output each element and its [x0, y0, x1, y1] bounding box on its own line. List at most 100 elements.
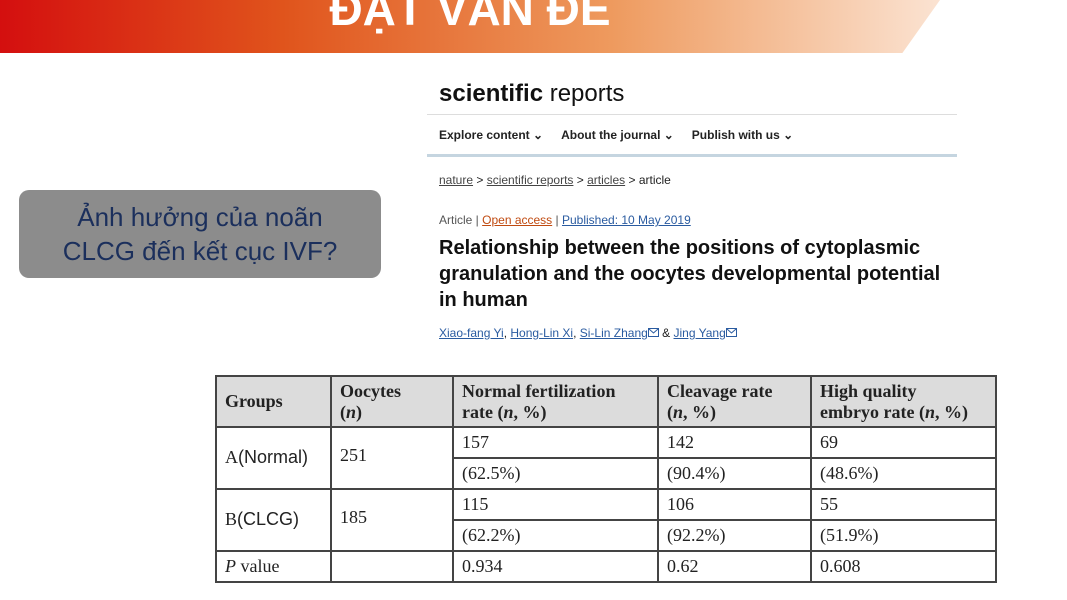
header-cell: Groups	[215, 375, 332, 428]
question-line: CLCG đến kết cục IVF?	[62, 236, 338, 266]
header-row: Groups Oocytes (n) Normal fertilization rate…	[215, 375, 997, 428]
nav-item[interactable]: About the journal ⌄	[561, 128, 674, 142]
article-type: Article	[439, 213, 473, 227]
oocytes: 251	[340, 445, 367, 465]
rate: (62.5%)	[462, 463, 521, 483]
divider	[427, 154, 957, 157]
article-title: Relationship between the positions of cy…	[439, 237, 941, 311]
header-text: embryo rate (	[820, 401, 925, 422]
author[interactable]: Xiao-fang Yi	[439, 326, 504, 340]
crumb[interactable]: scientific reports	[486, 173, 574, 187]
rate-cell: (51.9%)	[810, 519, 997, 552]
oocytes-cell: 251	[330, 426, 454, 490]
empty-cell	[330, 550, 454, 583]
count: 157	[462, 432, 489, 452]
brand-bold: scientific	[439, 80, 544, 107]
group-name: A	[225, 447, 238, 467]
header-text: (	[340, 401, 346, 422]
group-cell: A(Normal)	[215, 426, 332, 490]
rate: (62.2%)	[462, 525, 521, 545]
header-cell: Oocytes (n)	[330, 375, 454, 428]
crumb[interactable]: nature	[439, 173, 474, 187]
and: &	[662, 326, 671, 340]
author[interactable]: Hong-Lin Xi	[510, 326, 574, 340]
p-cell: 0.62	[657, 550, 812, 583]
brand: reports	[549, 80, 625, 107]
count: 106	[667, 494, 694, 514]
mail-icon	[725, 328, 737, 337]
header-text: , %)	[934, 401, 968, 422]
rate-cell: (62.5%)	[452, 457, 659, 490]
results-table: Groups Oocytes (n) Normal fertilization rate…	[215, 375, 997, 583]
header-cell: Normal fertilization rate (n, %)	[452, 375, 659, 428]
rate: (92.2%)	[667, 525, 726, 545]
question-line: Ảnh hưởng của noãn	[77, 202, 323, 232]
data-row: (62.5%) (90.4%) (48.6%)	[216, 457, 997, 490]
p-label: value	[236, 556, 280, 576]
header-text: )	[356, 401, 363, 422]
p-row: P value 0.934 0.62 0.608	[215, 550, 997, 583]
nav-text: About the journal	[561, 128, 661, 142]
group-name: B	[225, 509, 238, 529]
header-text: , %)	[683, 401, 717, 422]
count-cell: 55	[810, 488, 997, 521]
data-row: A(Normal) 251 157 142 69	[215, 426, 997, 490]
banner	[0, 0, 940, 53]
p-value: 0.934	[462, 556, 503, 576]
rate-cell: (48.6%)	[810, 457, 997, 490]
mail-icon	[647, 328, 659, 337]
divider	[427, 114, 957, 115]
count-cell: 142	[657, 426, 812, 459]
group-note: (CLCG)	[237, 509, 300, 529]
count-cell: 106	[657, 488, 812, 521]
data-row: B(CLCG) 185 115 106 55	[215, 488, 997, 552]
oocytes: 185	[340, 507, 367, 527]
slide-title: ĐẶT VẤN ĐỀ	[329, 0, 611, 35]
question-box: Ảnh hưởng của noãn CLCG đến kết cục IVF?	[19, 190, 381, 278]
header-text: , %)	[513, 401, 547, 422]
header-text: Oocytes	[340, 380, 401, 401]
count: 69	[820, 432, 838, 452]
header-text: rate (	[462, 401, 504, 422]
header-text: n	[503, 401, 514, 422]
nav-item[interactable]: Publish with us ⌄	[691, 128, 794, 142]
header-text: High quality	[820, 380, 917, 401]
header-cell: Cleavage rate (n, %)	[657, 375, 812, 428]
journal-brand: scientific reports	[439, 80, 624, 108]
p-value: 0.62	[667, 556, 699, 576]
header-text: n	[346, 401, 357, 422]
count: 115	[462, 494, 489, 514]
count: 55	[820, 494, 838, 514]
crumb: article	[638, 173, 671, 187]
rate: (48.6%)	[820, 463, 879, 483]
data-row: (62.2%) (92.2%) (51.9%)	[216, 519, 997, 552]
rate-cell: (92.2%)	[657, 519, 812, 552]
p-label: P	[225, 556, 236, 576]
rate-cell: (62.2%)	[452, 519, 659, 552]
author[interactable]: Si-Lin Zhang	[579, 326, 648, 340]
header-text: Cleavage rate	[667, 380, 773, 401]
access[interactable]: Open access	[482, 213, 553, 227]
group-note: (Normal)	[238, 447, 308, 467]
article-meta: Article | Open access | Published: 10 Ma…	[439, 213, 691, 227]
nav: Explore content ⌄ About the journal ⌄ Pu…	[439, 128, 793, 142]
header-text: n	[673, 401, 684, 422]
count-cell: 157	[452, 426, 659, 459]
authors: Xiao-fang Yi, Hong-Lin Xi, Si-Lin Zhang …	[439, 326, 737, 340]
rate: (90.4%)	[667, 463, 726, 483]
p-label-cell: P value	[215, 550, 332, 583]
header-text: Groups	[225, 391, 283, 411]
header-text: (	[667, 401, 673, 422]
p-cell: 0.608	[810, 550, 997, 583]
crumb[interactable]: articles	[587, 173, 626, 187]
published: Published: 10 May 2019	[561, 213, 691, 227]
p-cell: 0.934	[452, 550, 659, 583]
nav-text: Publish with us	[691, 128, 780, 142]
count-cell: 69	[810, 426, 997, 459]
nav-item[interactable]: Explore content ⌄	[439, 128, 544, 142]
group-cell: B(CLCG)	[215, 488, 332, 552]
oocytes-cell: 185	[330, 488, 454, 552]
author[interactable]: Jing Yang	[673, 326, 726, 340]
count: 142	[667, 432, 694, 452]
